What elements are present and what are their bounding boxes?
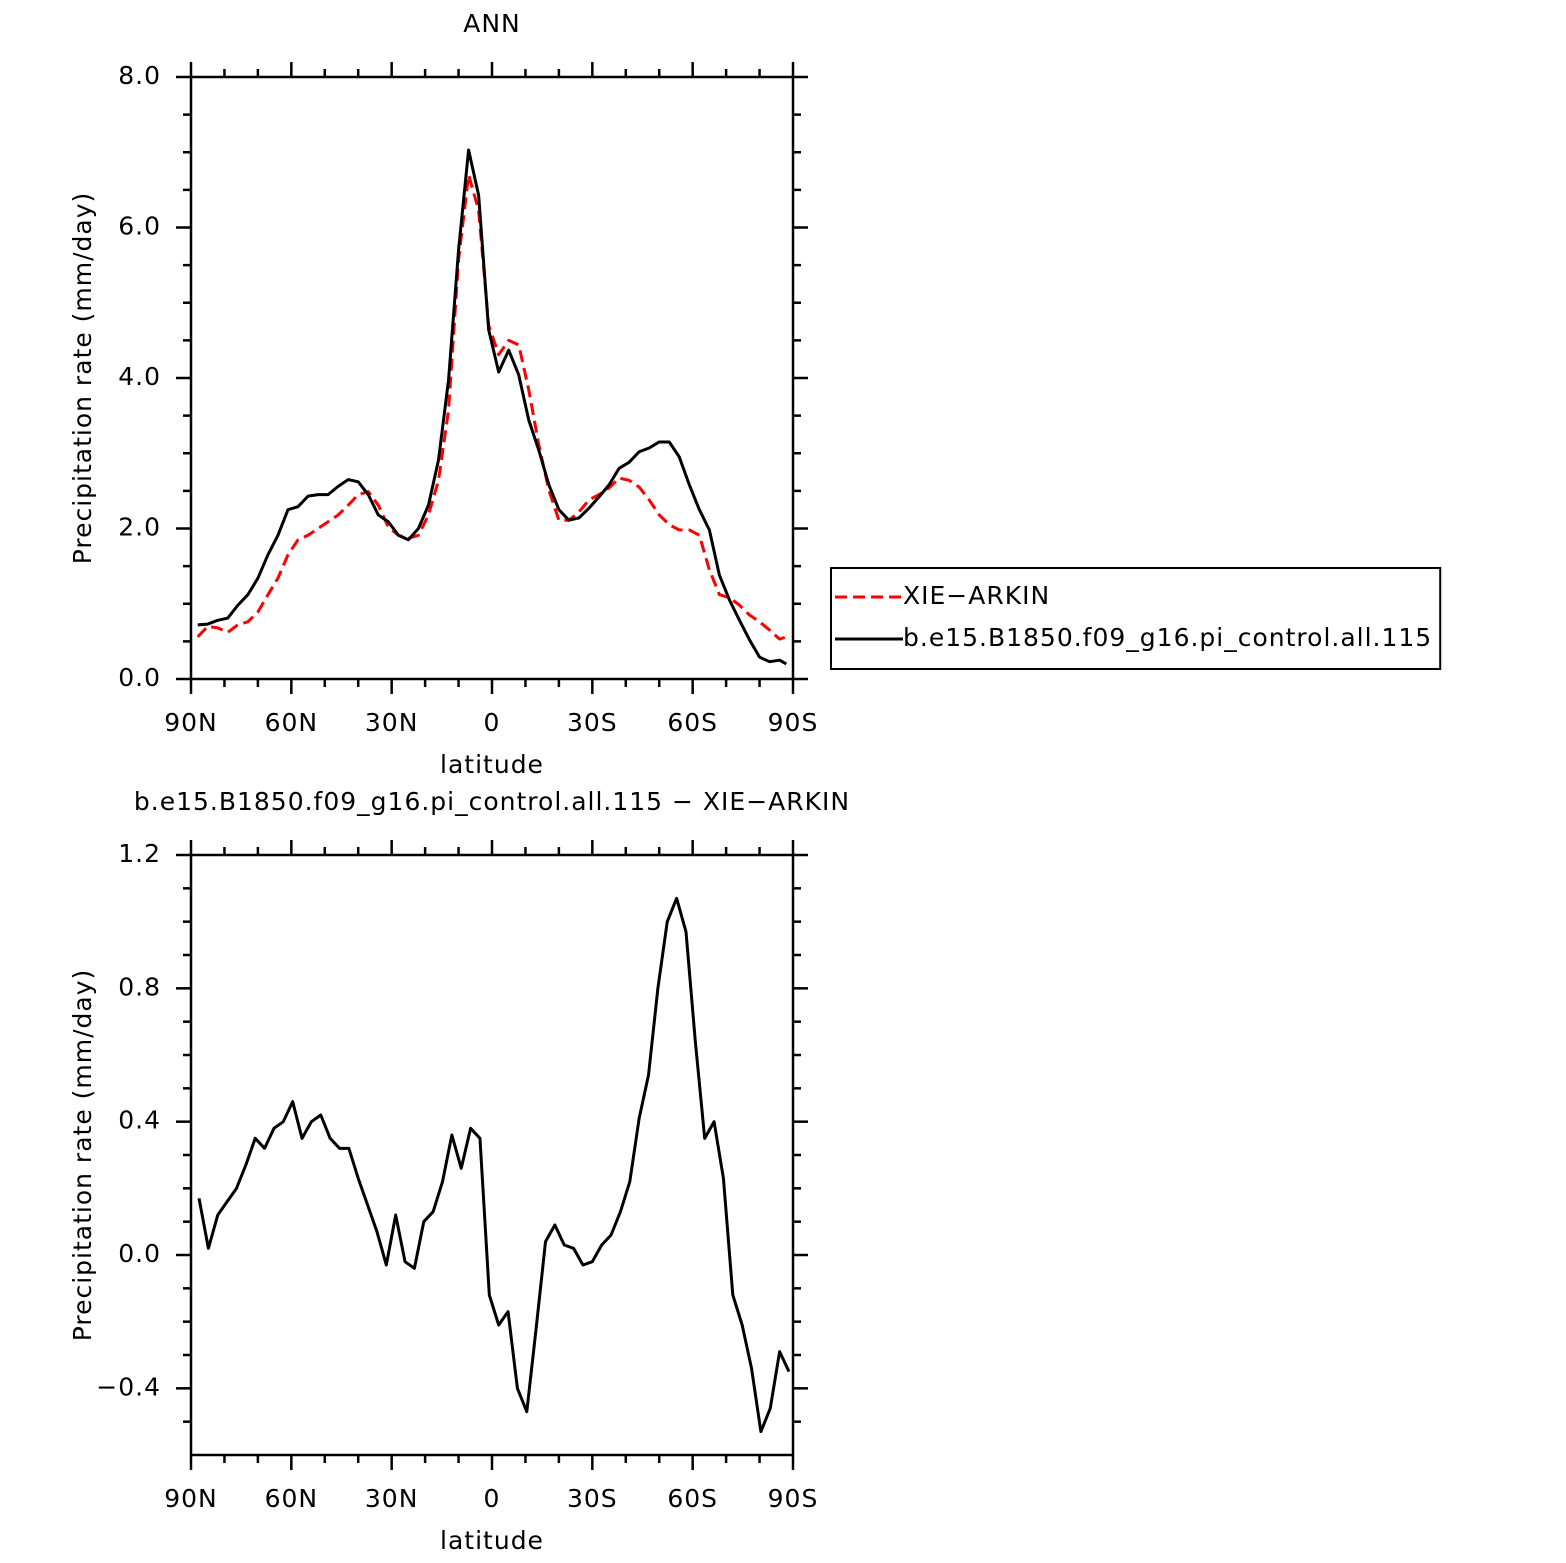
x-tick-label: 0 — [484, 1484, 501, 1513]
chart-title: b.e15.B1850.f09_g16.pi_control.all.115 −… — [134, 787, 850, 816]
x-tick-label: 30S — [567, 708, 618, 737]
x-tick-label: 0 — [484, 708, 501, 737]
data-line — [196, 173, 787, 641]
legend-label: XIE−ARKIN — [903, 581, 1050, 610]
x-tick-label: 30S — [567, 1484, 618, 1513]
plot-frame — [189, 853, 795, 1457]
legend-label: b.e15.B1850.f09_g16.pi_control.all.115 — [903, 623, 1432, 652]
x-tick-label: 30N — [365, 708, 419, 737]
x-tick-label: 90N — [164, 708, 218, 737]
x-tick-label: 60N — [265, 708, 319, 737]
x-tick-label: 60S — [667, 708, 718, 737]
legend-frame — [830, 567, 1442, 670]
y-tick-label: 6.0 — [118, 212, 161, 241]
y-tick-label: 0.0 — [118, 1239, 161, 1268]
y-axis-title: Precipitation rate (mm/day) — [68, 192, 97, 565]
y-tick-label: 4.0 — [118, 362, 161, 391]
x-tick-label: 60N — [265, 1484, 319, 1513]
y-tick-label: 1.2 — [118, 839, 161, 868]
plot-frame — [189, 75, 795, 681]
y-tick-label: 0.8 — [118, 972, 161, 1001]
x-tick-label: 60S — [667, 1484, 718, 1513]
x-axis-title: latitude — [440, 1526, 544, 1555]
x-axis-title: latitude — [440, 750, 544, 779]
y-tick-label: 0.0 — [118, 663, 161, 692]
y-axis-title: Precipitation rate (mm/day) — [68, 969, 97, 1342]
chart-title: ANN — [463, 9, 521, 38]
y-tick-label: 8.0 — [118, 61, 161, 90]
data-line — [197, 896, 791, 1434]
legend: XIE−ARKIN b.e15.B1850.f09_g16.pi_control.… — [830, 567, 1442, 670]
x-tick-label: 30N — [365, 1484, 419, 1513]
data-line — [197, 148, 788, 666]
x-tick-label: 90S — [768, 1484, 819, 1513]
y-tick-label: −0.4 — [96, 1372, 161, 1401]
y-tick-label: 2.0 — [118, 513, 161, 542]
x-tick-label: 90S — [768, 708, 819, 737]
x-tick-label: 90N — [164, 1484, 218, 1513]
y-tick-label: 0.4 — [118, 1106, 161, 1135]
